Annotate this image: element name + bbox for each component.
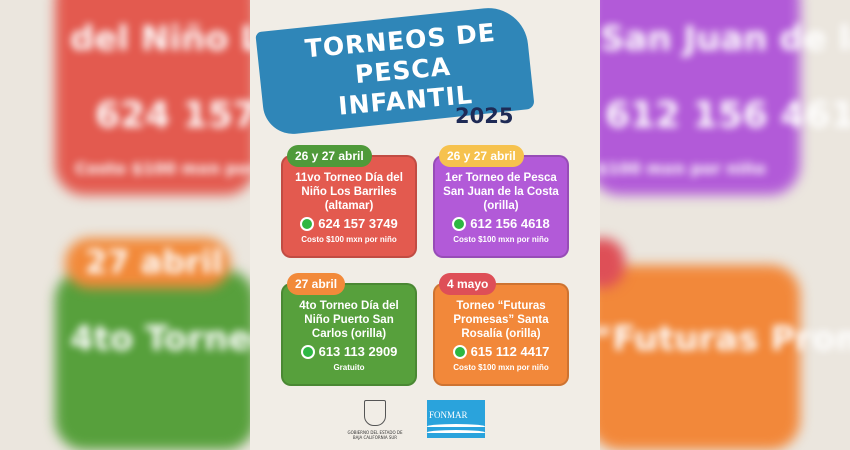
event-date-tag: 4 mayo (439, 273, 497, 295)
event-cost: Costo $100 mxn por niño (301, 235, 397, 245)
event-card: 11vo Torneo Día del Niño Los Barriles (a… (281, 155, 417, 258)
poster: TORNEOS DE PESCA INFANTIL 2025 11vo Torn… (250, 0, 600, 450)
event-card: Torneo “Futuras Promesas” Santa Rosalía … (433, 283, 569, 386)
whatsapp-icon (300, 344, 315, 359)
event-phone: 624 157 3749 (283, 216, 415, 231)
logos: GOBIERNO DEL ESTADO DE BAJA CALIFORNIA S… (250, 400, 600, 440)
fonmar-logo: FONMAR (427, 400, 485, 438)
whatsapp-icon (452, 216, 467, 231)
blurred-background-left: del Niño Los Barriles (altamar) 624 157 … (0, 0, 250, 450)
event-date-tag: 27 abril (287, 273, 346, 295)
whatsapp-icon (300, 216, 315, 231)
event-cost: Gratuito (333, 363, 365, 373)
event-name: 4to Torneo Día del Niño Puerto San Carlo… (299, 300, 399, 340)
event-cost: Costo $100 mxn por niño (453, 363, 549, 373)
event-phone: 615 112 4417 (435, 344, 567, 359)
whatsapp-icon (452, 344, 467, 359)
gobierno-bcs-logo: GOBIERNO DEL ESTADO DE BAJA CALIFORNIA S… (345, 400, 405, 440)
coat-of-arms-icon (364, 400, 386, 426)
event-card: 1er Torneo de Pesca San Juan de la Costa… (433, 155, 569, 258)
poster-year: 2025 (455, 104, 514, 128)
blurred-background-right: San Juan de la Costa (orilla) 612 156 46… (600, 0, 850, 450)
event-card: 4to Torneo Día del Niño Puerto San Carlo… (281, 283, 417, 386)
event-date-tag: 26 y 27 abril (439, 145, 524, 167)
event-phone: 613 113 2909 (283, 344, 415, 359)
event-name: 1er Torneo de Pesca San Juan de la Costa… (443, 172, 559, 212)
event-name: Torneo “Futuras Promesas” Santa Rosalía … (453, 300, 549, 340)
event-date-tag: 26 y 27 abril (287, 145, 372, 167)
event-cost: Costo $100 mxn por niño (453, 235, 549, 245)
event-phone: 612 156 4618 (435, 216, 567, 231)
event-name: 11vo Torneo Día del Niño Los Barriles (a… (295, 172, 403, 212)
